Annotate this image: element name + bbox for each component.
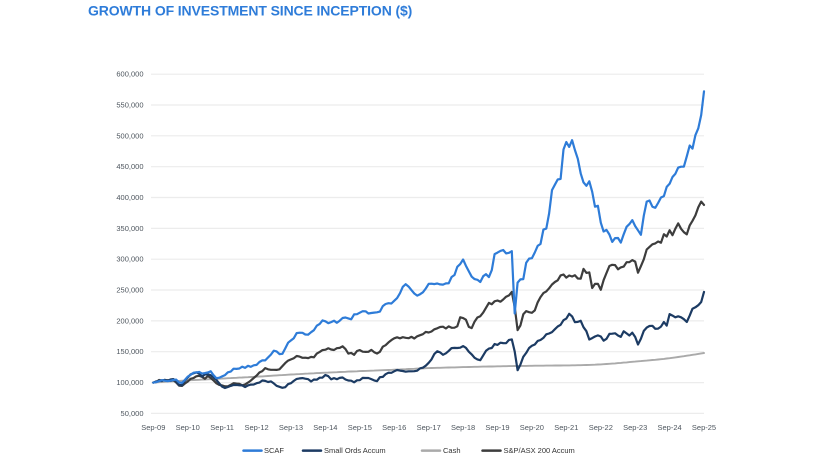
svg-text:Sep-10: Sep-10 (176, 423, 200, 432)
svg-text:Sep-20: Sep-20 (520, 423, 544, 432)
svg-text:150,000: 150,000 (116, 347, 143, 356)
svg-text:Cash: Cash (443, 446, 461, 455)
svg-text:Sep-21: Sep-21 (554, 423, 578, 432)
svg-text:50,000: 50,000 (121, 409, 144, 418)
svg-text:Sep-25: Sep-25 (692, 423, 716, 432)
svg-text:350,000: 350,000 (116, 224, 143, 233)
svg-text:Sep-19: Sep-19 (485, 423, 509, 432)
svg-text:Sep-17: Sep-17 (417, 423, 441, 432)
svg-text:Sep-11: Sep-11 (210, 423, 234, 432)
svg-text:Sep-12: Sep-12 (245, 423, 269, 432)
svg-text:Sep-15: Sep-15 (348, 423, 372, 432)
svg-text:Sep-24: Sep-24 (658, 423, 682, 432)
svg-text:Sep-22: Sep-22 (589, 423, 613, 432)
svg-text:250,000: 250,000 (116, 286, 143, 295)
svg-text:Sep-09: Sep-09 (141, 423, 165, 432)
svg-text:S&P/ASX 200 Accum: S&P/ASX 200 Accum (504, 446, 575, 455)
svg-text:Sep-14: Sep-14 (313, 423, 337, 432)
svg-text:200,000: 200,000 (116, 316, 143, 325)
svg-text:500,000: 500,000 (116, 131, 143, 140)
svg-text:Small Ords Accum: Small Ords Accum (324, 446, 386, 455)
svg-text:300,000: 300,000 (116, 255, 143, 264)
svg-text:400,000: 400,000 (116, 193, 143, 202)
svg-text:100,000: 100,000 (116, 378, 143, 387)
svg-text:Sep-23: Sep-23 (623, 423, 647, 432)
svg-text:600,000: 600,000 (116, 70, 143, 79)
svg-text:Sep-16: Sep-16 (382, 423, 406, 432)
svg-text:Sep-18: Sep-18 (451, 423, 475, 432)
svg-text:Sep-13: Sep-13 (279, 423, 303, 432)
svg-text:SCAF: SCAF (264, 446, 284, 455)
svg-text:GROWTH OF INVESTMENT SINCE INC: GROWTH OF INVESTMENT SINCE INCEPTION ($) (88, 3, 412, 19)
svg-text:450,000: 450,000 (116, 162, 143, 171)
svg-text:550,000: 550,000 (116, 101, 143, 110)
